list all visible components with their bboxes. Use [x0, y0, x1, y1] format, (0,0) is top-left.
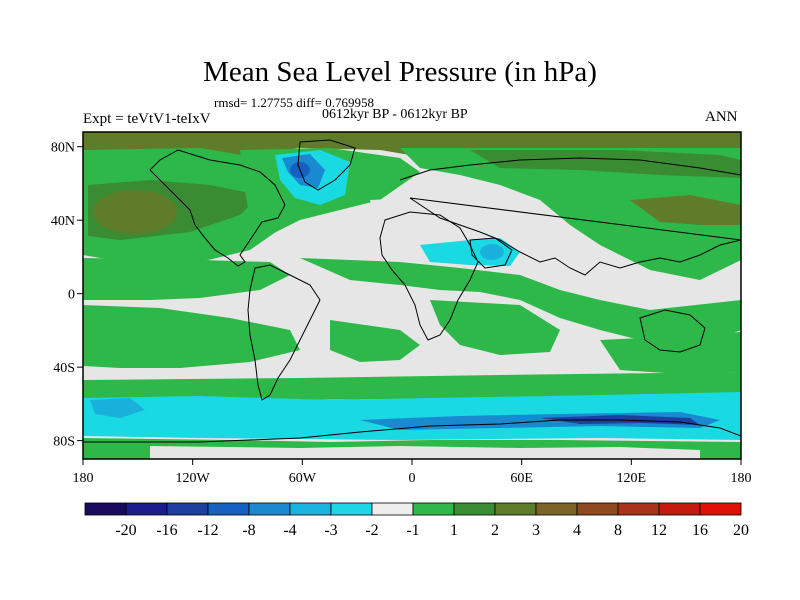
- coastline-australia: [639, 309, 706, 353]
- colorbar-label: -20: [115, 522, 136, 539]
- colorbar-label: -3: [324, 522, 337, 539]
- field-region-npacific-olive: [93, 190, 177, 234]
- coastline-arabia: [469, 237, 513, 269]
- colorbar-label: -12: [197, 522, 218, 539]
- coastline-eurasia: [399, 157, 741, 276]
- coastline-south-america: [247, 264, 321, 401]
- x-tick-label: 120W: [176, 471, 211, 486]
- colorbar-swatch-0: [84, 502, 127, 516]
- y-axis: 80N 40N 0 40S 80S: [51, 141, 83, 450]
- experiment-label: Expt = teVtV1-teIxV: [83, 111, 211, 127]
- pressure-anomaly-field: [83, 132, 741, 459]
- coastlines: [83, 139, 741, 443]
- colorbar-label: 16: [692, 522, 708, 539]
- colorbar-label: -4: [283, 522, 296, 539]
- colorbar-label: -8: [242, 522, 255, 539]
- field-region-tropical-atlantic: [300, 258, 741, 345]
- colorbar-swatch-7: [371, 502, 414, 516]
- y-tick-label: 0: [68, 288, 75, 303]
- colorbar-swatch-15: [699, 502, 742, 516]
- colorbar-swatch-1: [125, 502, 168, 516]
- x-tick-label: 120E: [617, 471, 647, 486]
- colorbar: -20 -16 -12 -8 -4 -3 -2 -1 1 2 3 4 8 12 16 20: [84, 502, 749, 539]
- y-tick-label: 80N: [51, 141, 75, 156]
- colorbar-swatch-11: [535, 502, 578, 516]
- field-region-siberia-olive: [630, 195, 741, 225]
- colorbar-swatch-5: [289, 502, 332, 516]
- field-region-indian-ocean: [430, 300, 560, 355]
- field-region-antarctica-grey: [150, 446, 700, 459]
- colorbar-label: -1: [406, 522, 419, 539]
- x-tick-label: 180: [731, 471, 752, 486]
- x-tick-label: 60W: [289, 471, 317, 486]
- colorbar-label: 1: [450, 522, 458, 539]
- colorbar-swatch-9: [453, 502, 496, 516]
- colorbar-swatch-12: [576, 502, 619, 516]
- field-region-south-atlantic: [330, 320, 420, 362]
- colorbar-label: -2: [365, 522, 378, 539]
- field-region-arabia-core: [480, 244, 504, 260]
- x-tick-label: 60E: [510, 471, 533, 486]
- y-tick-label: 40N: [51, 214, 75, 229]
- coastline-antarctica: [83, 419, 741, 443]
- map-title: Mean Sea Level Pressure (in hPa): [203, 56, 597, 88]
- stats-label: rmsd= 1.27755 diff= 0.769958: [214, 95, 374, 110]
- x-axis: 180 120W 60W 0 60E 120E 180: [73, 459, 752, 486]
- field-region-south-indian: [600, 332, 741, 374]
- coastline-africa: [379, 211, 479, 341]
- colorbar-label: 3: [532, 522, 540, 539]
- colorbar-label: 12: [651, 522, 667, 539]
- field-region-southern-ocean-lightblue: [90, 398, 145, 418]
- colorbar-label: 8: [614, 522, 622, 539]
- colorbar-label: 4: [573, 522, 581, 539]
- colorbar-swatch-8: [412, 502, 455, 516]
- field-region-south-pacific: [83, 305, 300, 368]
- colorbar-swatch-6: [330, 502, 373, 516]
- x-tick-label: 0: [409, 471, 416, 486]
- y-tick-label: 80S: [53, 435, 75, 450]
- colorbar-label: 2: [491, 522, 499, 539]
- y-tick-label: 40S: [53, 361, 75, 376]
- field-region-southern-ocean-green: [83, 372, 741, 400]
- field-region-eurasia: [400, 148, 741, 280]
- field-region-sahara-grey: [370, 195, 560, 250]
- colorbar-swatch-13: [617, 502, 660, 516]
- field-region-tropical-pacific: [83, 258, 290, 300]
- colorbar-swatch-4: [248, 502, 291, 516]
- field-region-siberia-darkgreen: [470, 150, 741, 178]
- period-label: 0612kyr BP - 0612kyr BP: [322, 107, 468, 122]
- coastline-north-america: [149, 149, 286, 267]
- season-label: ANN: [705, 109, 738, 125]
- colorbar-swatch-10: [494, 502, 537, 516]
- colorbar-swatch-2: [166, 502, 209, 516]
- colorbar-label: -16: [156, 522, 177, 539]
- colorbar-swatch-3: [207, 502, 250, 516]
- x-tick-label: 180: [73, 471, 94, 486]
- field-region-southern-ocean-cyan: [83, 392, 741, 440]
- colorbar-label: 20: [733, 522, 749, 539]
- coastline-greenland: [297, 139, 356, 191]
- colorbar-swatch-14: [658, 502, 701, 516]
